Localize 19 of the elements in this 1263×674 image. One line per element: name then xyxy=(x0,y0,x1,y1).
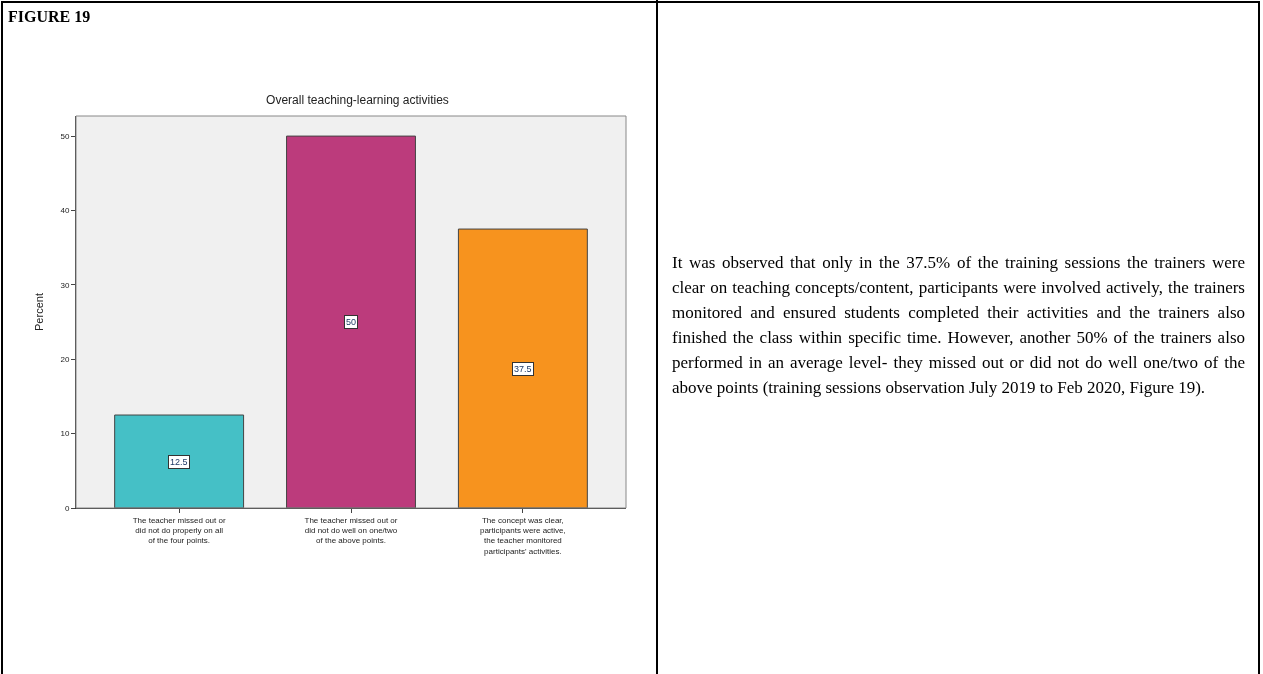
x-tick-label: The concept was clear, participants were active, the teacher monitored participants' activities. xyxy=(479,515,566,556)
y-tick-label: 40 xyxy=(60,206,70,216)
data-label: 37.5 xyxy=(514,364,532,374)
data-label: 50 xyxy=(346,317,357,327)
caption: FIGURE 19 xyxy=(8,8,91,26)
bar xyxy=(286,135,416,508)
x-tick-label: The teacher missed out or did not do well on one/two of the above points. xyxy=(304,515,398,546)
bar xyxy=(457,228,588,508)
x-tick-label: The teacher missed out or did not do properly on all of the four points. xyxy=(132,515,226,546)
text: It was observed that only in the 37.5% of the training sessions the trainers were clear on teaching concepts/content, participants were involved actively, the trainers monitored and ensured students completed their activities and the trainers also finished the class within specific time. However, another 50% of the trainers also performed in an average level- they missed out or did not do well one/two of the above points (training sessions observation July 2019 to Feb 2020, Figure 19). xyxy=(672,252,1245,399)
data-label: 12.5 xyxy=(170,457,188,467)
y-tick-label: 10 xyxy=(60,429,70,439)
y-tick-label: 0 xyxy=(64,503,70,513)
y-tick-label: 30 xyxy=(60,280,70,290)
y-tick-label: 50 xyxy=(60,131,70,141)
chart-title: Overall teaching-learning activities xyxy=(266,93,449,107)
bar xyxy=(114,414,245,508)
y-tick-label: 20 xyxy=(60,355,70,365)
y-axis-title: Percent xyxy=(33,293,46,331)
